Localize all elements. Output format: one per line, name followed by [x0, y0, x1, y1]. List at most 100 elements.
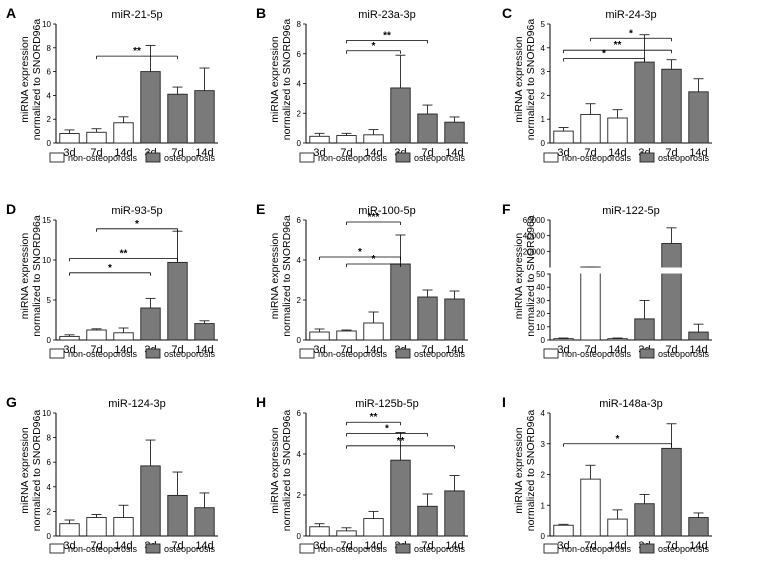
legend-swatch-control	[299, 348, 315, 359]
y-tick-label: 0	[47, 139, 52, 148]
y-axis-label-line: miRNA expression	[19, 233, 31, 320]
x-tick-label: 7d	[171, 147, 183, 159]
y-tick-label: 0	[297, 336, 302, 345]
significance-label: **	[397, 436, 405, 447]
x-tick-label: 7d	[171, 540, 183, 552]
x-tick-label: 3d	[63, 344, 75, 356]
y-axis-label-line: miRNA expression	[513, 233, 525, 320]
y-tick-label: 40000	[523, 232, 546, 241]
chart-title: miR-21-5p	[111, 9, 162, 21]
bar	[140, 71, 161, 144]
bar	[390, 459, 411, 537]
bar	[580, 266, 601, 341]
x-tick-label: 14d	[364, 344, 382, 356]
bar	[661, 243, 682, 341]
bar	[580, 113, 601, 144]
x-tick-label: 7d	[421, 540, 433, 552]
x-tick-label: 7d	[421, 344, 433, 356]
x-tick-label: 14d	[608, 344, 626, 356]
x-tick-label: 14d	[608, 147, 626, 159]
x-tick-label: 14d	[364, 147, 382, 159]
y-tick-label: 60000	[523, 216, 546, 225]
y-tick-label: 0	[297, 139, 302, 148]
y-tick-label: 0	[541, 336, 546, 345]
y-axis-label-line: miRNA expression	[19, 36, 31, 123]
x-tick-label: 14d	[445, 147, 463, 159]
chart-title: miR-93-5p	[111, 205, 162, 217]
y-tick-label: 4	[297, 80, 302, 89]
y-axis-label: miRNA expressionnormalized to SNORD96a	[269, 410, 293, 532]
x-tick-label: 7d	[340, 344, 352, 356]
bar	[607, 338, 628, 341]
x-tick-label: 7d	[665, 344, 677, 356]
x-tick-label: 3d	[313, 540, 325, 552]
y-tick-label: 10	[42, 409, 51, 418]
bar	[59, 523, 80, 537]
legend-label-control: non-osteoporosis	[318, 349, 388, 359]
y-axis-label-line: normalized to SNORD96a	[31, 215, 43, 337]
chart-title: miR-122-5p	[602, 205, 659, 217]
bar	[140, 307, 161, 341]
panel-letter: F	[502, 201, 511, 217]
bar	[553, 338, 574, 341]
x-tick-label: 3d	[313, 147, 325, 159]
significance-label: **	[133, 46, 141, 57]
x-tick-label: 3d	[557, 344, 569, 356]
bar	[607, 117, 628, 144]
x-tick-label: 14d	[689, 344, 707, 356]
y-tick-label: 5	[541, 20, 546, 29]
y-axis-label-line: miRNA expression	[513, 427, 525, 514]
legend-label-control: non-osteoporosis	[318, 544, 388, 554]
bar	[336, 330, 357, 341]
legend-swatch-osteo	[639, 348, 655, 359]
y-tick-label: 2	[297, 109, 302, 118]
bar	[661, 447, 682, 537]
y-tick-label: 10	[536, 323, 545, 332]
legend-label-control: non-osteoporosis	[318, 153, 388, 163]
legend-swatch-control	[299, 152, 315, 163]
bar	[661, 68, 682, 144]
bar	[167, 93, 188, 144]
x-tick-label: 14d	[195, 540, 213, 552]
significance-label: **	[614, 40, 622, 51]
y-tick-label: 8	[297, 20, 302, 29]
bar	[580, 478, 601, 537]
y-axis-label-line: normalized to SNORD96a	[281, 19, 293, 141]
y-tick-label: 3	[541, 68, 546, 77]
legend-swatch-control	[49, 348, 65, 359]
x-tick-label: 7d	[171, 344, 183, 356]
bar	[688, 517, 709, 537]
y-axis-label-line: normalized to SNORD96a	[525, 19, 537, 141]
x-tick-label: 3d	[313, 344, 325, 356]
bar	[86, 329, 107, 341]
legend-label-osteo: osteoporosis	[164, 153, 216, 163]
bar	[167, 261, 188, 341]
panel-letter: I	[502, 394, 506, 410]
y-tick-label: 3	[541, 440, 546, 449]
bar	[336, 530, 357, 537]
legend-label-control: non-osteoporosis	[68, 544, 138, 554]
bar	[688, 91, 709, 144]
legend-label-osteo: osteoporosis	[414, 544, 466, 554]
y-tick-label: 2	[47, 115, 52, 124]
panel-letter: H	[256, 394, 266, 410]
bar	[309, 526, 330, 537]
bar	[194, 507, 215, 537]
x-tick-label: 3d	[557, 147, 569, 159]
legend-label-control: non-osteoporosis	[68, 349, 138, 359]
y-tick-label: 30	[536, 296, 545, 305]
x-tick-label: 7d	[421, 147, 433, 159]
y-axis-label: miRNA expressionnormalized to SNORD96a	[513, 410, 537, 532]
legend-label-osteo: osteoporosis	[164, 349, 216, 359]
chart-title: miR-100-5p	[358, 205, 415, 217]
y-tick-label: 2	[297, 296, 302, 305]
bar	[363, 322, 384, 341]
y-tick-label: 0	[47, 336, 52, 345]
panel-letter: B	[256, 5, 266, 21]
y-axis-label-line: normalized to SNORD96a	[281, 410, 293, 532]
y-tick-label: 6	[297, 409, 302, 418]
